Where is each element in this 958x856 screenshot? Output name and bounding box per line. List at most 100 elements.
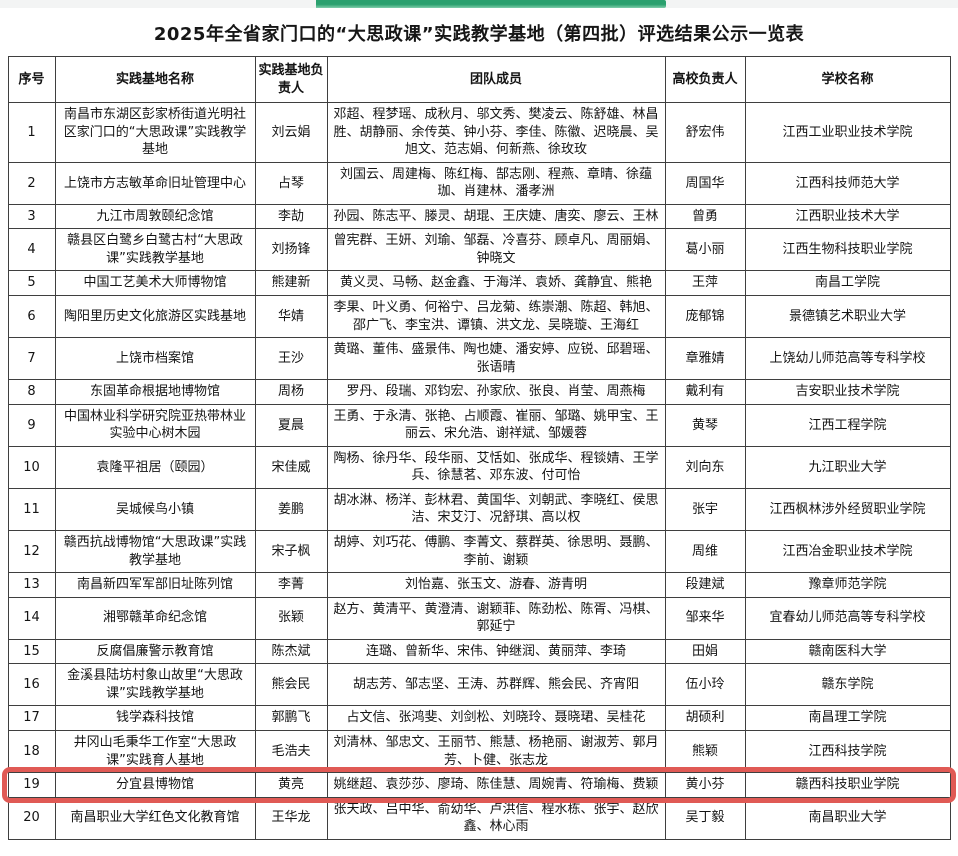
cell-no: 17 xyxy=(7,705,56,731)
cell-base_leader: 姜鹏 xyxy=(254,487,328,532)
cell-school: 江西职业技术大学 xyxy=(744,203,951,230)
cell-base: 东固革命根据地博物馆 xyxy=(54,379,256,405)
cell-base_leader: 毛浩夫 xyxy=(254,729,328,774)
cell-no: 15 xyxy=(7,638,56,665)
col-header-base-leader: 实践基地负责人 xyxy=(254,55,328,104)
col-header-team: 团队成员 xyxy=(326,55,666,104)
cell-uni_leader: 戴利有 xyxy=(664,379,746,405)
cell-uni_leader: 周国华 xyxy=(664,161,746,205)
cell-team: 刘清林、邹忠文、王丽节、熊慧、杨艳丽、谢淑芳、郭月芳、卜健、张志龙 xyxy=(326,729,666,774)
cell-team: 张天政、吕中华、俞幼华、卢洪信、程水栋、张宇、赵欣鑫、林心雨 xyxy=(326,796,666,840)
table-row: 12 赣西抗战博物馆“大思政课”实践教学基地 宋子枫 胡婷、刘巧花、傅鹏、李菁文、蔡群… xyxy=(7,530,951,574)
cell-school: 吉安职业技术学院 xyxy=(744,379,951,405)
cell-uni_leader: 舒宏伟 xyxy=(664,102,746,163)
cell-no: 16 xyxy=(7,663,56,707)
table-row: 7 上饶市档案馆 王沙 黄璐、董伟、盛景伟、陶也婕、潘安婷、应锐、邱碧瑶、张语晴 章雅婧… xyxy=(7,337,951,381)
cell-base_leader: 李菁 xyxy=(254,572,328,598)
cell-base: 赣县区白鹭乡白鹭古村“大思政课”实践教学基地 xyxy=(54,228,256,272)
table-row: 15 反腐倡廉警示教育馆 陈杰斌 连璐、曾新华、宋伟、钟继润、黄丽萍、李琦 田娟 赣南医科… xyxy=(7,638,951,665)
cell-no: 4 xyxy=(7,228,56,272)
cell-base: 金溪县陆坊村象山故里“大思政课”实践教学基地 xyxy=(54,663,256,707)
cell-school: 江西工程学院 xyxy=(744,403,951,447)
cell-base: 上饶市方志敏革命旧址管理中心 xyxy=(54,161,256,205)
cell-base: 赣西抗战博物馆“大思政课”实践教学基地 xyxy=(54,530,256,574)
cell-no: 19 xyxy=(7,772,56,798)
table-row: 3 九江市周敦颐纪念馆 李劼 孙园、陈志平、滕灵、胡琨、王庆婕、唐奕、廖云、王林 曾勇江… xyxy=(7,203,951,230)
cell-base: 反腐倡廉警示教育馆 xyxy=(54,638,256,665)
cell-base_leader: 王华龙 xyxy=(254,796,328,840)
header-row: 序号 实践基地名称 实践基地负责人 团队成员 高校负责人 学校名称 xyxy=(7,55,951,104)
cell-no: 7 xyxy=(7,337,56,381)
cell-team: 胡婷、刘巧花、傅鹏、李菁文、蔡群英、徐思明、聂鹏、李前、谢颖 xyxy=(326,530,666,574)
cell-uni_leader: 段建斌 xyxy=(664,572,746,598)
cell-uni_leader: 邹来华 xyxy=(664,596,746,640)
cell-base_leader: 熊建新 xyxy=(254,270,328,297)
table-row: 5 中国工艺美术大师博物馆 熊建新 黄义灵、马畅、赵金鑫、于海洋、袁娇、龚静宜、熊艳王… xyxy=(7,270,951,297)
cell-team: 胡冰淋、杨洋、彭林君、黄国华、刘朝武、李晓红、侯思洁、宋艾汀、况舒琪、高以权 xyxy=(326,487,666,532)
cell-uni_leader: 周维 xyxy=(664,530,746,574)
table-header: 序号 实践基地名称 实践基地负责人 团队成员 高校负责人 学校名称 xyxy=(7,55,951,104)
cell-uni_leader: 张宇 xyxy=(664,487,746,532)
cell-base: 钱学森科技馆 xyxy=(54,705,256,731)
cell-uni_leader: 刘向东 xyxy=(664,445,746,489)
cell-no: 20 xyxy=(7,796,56,840)
cell-base_leader: 宋佳威 xyxy=(254,445,328,489)
cell-base: 九江市周敦颐纪念馆 xyxy=(54,203,256,230)
results-table: 序号 实践基地名称 实践基地负责人 团队成员 高校负责人 学校名称 1 南昌市东湖… xyxy=(7,55,951,840)
cell-school: 景德镇艺术职业大学 xyxy=(744,295,951,339)
cell-base_leader: 郭鹏飞 xyxy=(254,705,328,731)
cell-uni_leader: 曾勇 xyxy=(664,203,746,230)
cell-uni_leader: 黄琴 xyxy=(664,403,746,447)
table-body: 1 南昌市东湖区彭家桥街道光明社区家门口的“大思政课”实践教学基地 刘云娟 邓超、程梦… xyxy=(7,102,951,840)
table-row: 4 赣县区白鹭乡白鹭古村“大思政课”实践教学基地 刘扬锋 曾宪群、王妍、刘瑜、邹磊、冷… xyxy=(7,228,951,272)
cell-school: 赣南医科大学 xyxy=(744,638,951,665)
cell-team: 陶杨、徐丹华、段华丽、艾恬如、张成华、程锬婧、王学兵、徐慧茗、邓东波、付可怡 xyxy=(326,445,666,489)
cell-base_leader: 占琴 xyxy=(254,161,328,205)
cell-base: 南昌市东湖区彭家桥街道光明社区家门口的“大思政课”实践教学基地 xyxy=(54,102,256,163)
cell-school: 上饶幼儿师范高等专科学校 xyxy=(744,337,951,381)
cell-team: 黄义灵、马畅、赵金鑫、于海洋、袁娇、龚静宜、熊艳 xyxy=(326,270,666,297)
cell-no: 5 xyxy=(7,270,56,297)
cell-school: 江西枫林涉外经贸职业学院 xyxy=(744,487,951,532)
cell-team: 孙园、陈志平、滕灵、胡琨、王庆婕、唐奕、廖云、王林 xyxy=(326,203,666,230)
cell-team: 李果、叶义勇、何裕宁、吕龙菊、练崇潮、陈超、韩旭、邵广飞、李宝洪、谭镇、洪文龙、… xyxy=(326,295,666,339)
table-row: 18 井冈山毛秉华工作室“大思政课”实践育人基地 毛浩夫 刘清林、邹忠文、王丽节、熊慧… xyxy=(7,729,951,774)
cell-uni_leader: 伍小玲 xyxy=(664,663,746,707)
cell-uni_leader: 胡硕利 xyxy=(664,705,746,731)
cell-base_leader: 刘扬锋 xyxy=(254,228,328,272)
cell-school: 南昌工学院 xyxy=(744,270,951,297)
cell-base: 袁隆平祖居（颐园） xyxy=(54,445,256,489)
table-row: 10 袁隆平祖居（颐园） 宋佳威 陶杨、徐丹华、段华丽、艾恬如、张成华、程锬婧、王学兵… xyxy=(7,445,951,489)
cell-school: 宜春幼儿师范高等专科学校 xyxy=(744,596,951,640)
cell-uni_leader: 王萍 xyxy=(664,270,746,297)
table-row: 8 东固革命根据地博物馆 周杨 罗丹、段瑞、邓钧宏、孙家欣、张良、肖莹、周燕梅 戴利有吉… xyxy=(7,379,951,405)
table-row: 16 金溪县陆坊村象山故里“大思政课”实践教学基地 熊会民 胡志芳、邹志坚、王涛、苏群… xyxy=(7,663,951,707)
cell-school: 南昌职业大学 xyxy=(744,796,951,840)
cell-base_leader: 熊会民 xyxy=(254,663,328,707)
cell-base_leader: 刘云娟 xyxy=(254,102,328,163)
cell-base_leader: 宋子枫 xyxy=(254,530,328,574)
cell-team: 刘怡嘉、张玉文、游春、游青明 xyxy=(326,572,666,598)
cell-school: 赣东学院 xyxy=(744,663,951,707)
cell-school: 江西科技师范大学 xyxy=(744,161,951,205)
cell-team: 邓超、程梦瑶、成秋月、邬文秀、樊凌云、陈舒雄、林昌胜、胡静丽、余传英、钟小芬、李… xyxy=(326,102,666,163)
cell-no: 8 xyxy=(7,379,56,405)
cell-no: 6 xyxy=(7,295,56,339)
cell-school: 江西生物科技职业学院 xyxy=(744,228,951,272)
col-header-no: 序号 xyxy=(7,55,56,104)
col-header-school: 学校名称 xyxy=(744,55,951,104)
table-row: 19 分宜县博物馆 黄亮 姚继超、袁莎莎、廖琦、陈佳慧、周婉青、符瑜梅、费颖 黄小芬 赣西… xyxy=(7,772,951,798)
cell-base: 井冈山毛秉华工作室“大思政课”实践育人基地 xyxy=(54,729,256,774)
cell-school: 江西工业职业技术学院 xyxy=(744,102,951,163)
table-row: 17 钱学森科技馆 郭鹏飞 占文信、张鸿斐、刘剑松、刘晓玲、聂晓珺、吴桂花 胡硕利 南昌理… xyxy=(7,705,951,731)
cell-team: 占文信、张鸿斐、刘剑松、刘晓玲、聂晓珺、吴桂花 xyxy=(326,705,666,731)
cell-team: 罗丹、段瑞、邓钧宏、孙家欣、张良、肖莹、周燕梅 xyxy=(326,379,666,405)
cell-no: 2 xyxy=(7,161,56,205)
table-row: 11 吴城候鸟小镇 姜鹏 胡冰淋、杨洋、彭林君、黄国华、刘朝武、李晓红、侯思洁、宋艾汀… xyxy=(7,487,951,532)
table-row: 14 湘鄂赣革命纪念馆 张颖 赵方、黄清平、黄澄清、谢颖菲、陈劲松、陈胥、冯棋、郭延宁… xyxy=(7,596,951,640)
cell-base_leader: 黄亮 xyxy=(254,772,328,798)
cell-no: 13 xyxy=(7,572,56,598)
cell-base: 陶阳里历史文化旅游区实践基地 xyxy=(54,295,256,339)
cell-school: 江西冶金职业技术学院 xyxy=(744,530,951,574)
cell-base_leader: 夏晨 xyxy=(254,403,328,447)
